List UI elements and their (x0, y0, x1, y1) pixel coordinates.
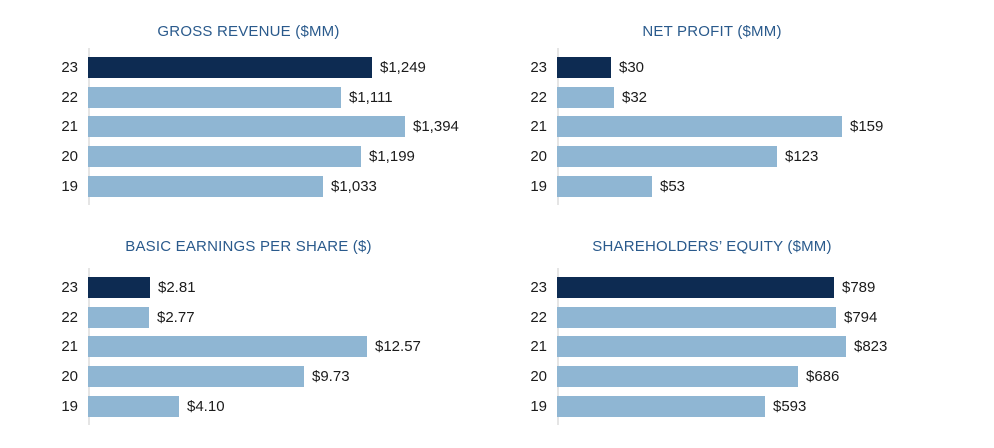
chart-row-19: 19 $53 (497, 171, 994, 201)
year-label: 23 (530, 59, 547, 77)
year-label: 21 (61, 118, 78, 136)
value-label: $1,111 (349, 88, 393, 106)
bar-19 (557, 395, 765, 417)
value-label: $4.10 (187, 397, 225, 415)
chart-title-basic-eps: BASIC EARNINGS PER SHARE ($) (125, 238, 372, 255)
year-label: 21 (61, 338, 78, 356)
year-label: 20 (61, 148, 78, 166)
chart-row-20: 20 $123 (497, 142, 994, 172)
bar-23 (557, 277, 834, 299)
plot-area: 23 $2.81 22 $2.77 21 $12.57 20 $9.73 19 $4.10 (0, 268, 497, 425)
bar-20 (88, 366, 304, 388)
chart-row-20: 20 $1,199 (0, 142, 497, 172)
chart-row-20: 20 $9.73 (0, 362, 497, 392)
value-label: $1,394 (413, 118, 459, 136)
chart-row-22: 22 $32 (497, 83, 994, 113)
year-label: 20 (61, 368, 78, 386)
value-label: $1,249 (380, 59, 426, 77)
chart-row-23: 23 $30 (497, 53, 994, 83)
year-label: 21 (530, 338, 547, 356)
bar-19 (88, 175, 323, 197)
chart-row-22: 22 $2.77 (0, 303, 497, 333)
bar-20 (557, 366, 798, 388)
bar-rows: 23 $30 22 $32 21 $159 20 $123 19 $53 (497, 53, 994, 201)
chart-row-23: 23 $2.81 (0, 273, 497, 303)
value-label: $2.81 (158, 279, 196, 297)
chart-row-23: 23 $789 (497, 273, 994, 303)
year-label: 22 (61, 308, 78, 326)
chart-title-net-profit: NET PROFIT ($MM) (642, 23, 782, 40)
chart-row-20: 20 $686 (497, 362, 994, 392)
year-label: 20 (530, 148, 547, 166)
year-label: 19 (61, 397, 78, 415)
year-label: 19 (61, 177, 78, 195)
value-label: $789 (842, 279, 876, 297)
year-label: 20 (530, 368, 547, 386)
bar-19 (88, 395, 179, 417)
value-label: $686 (806, 368, 840, 386)
bar-22 (88, 86, 341, 108)
year-label: 22 (530, 88, 547, 106)
year-label: 23 (61, 279, 78, 297)
chart-row-19: 19 $1,033 (0, 171, 497, 201)
chart-gross-revenue: GROSS REVENUE ($MM) 23 $1,249 22 $1,111 21 $1… (0, 0, 497, 224)
chart-title-gross-revenue: GROSS REVENUE ($MM) (157, 23, 340, 40)
chart-row-21: 21 $1,394 (0, 112, 497, 142)
value-label: $159 (850, 118, 884, 136)
year-label: 23 (61, 59, 78, 77)
bar-23 (557, 57, 611, 79)
bar-21 (557, 116, 842, 138)
bar-22 (557, 306, 836, 328)
bar-23 (88, 277, 150, 299)
bar-23 (88, 57, 372, 79)
value-label: $32 (622, 88, 648, 106)
bar-21 (88, 336, 367, 358)
bar-20 (557, 146, 777, 168)
value-label: $2.77 (157, 308, 195, 326)
chart-net-profit: NET PROFIT ($MM) 23 $30 22 $32 21 $159 20 $123 1… (497, 0, 994, 224)
bar-20 (88, 146, 361, 168)
value-label: $53 (660, 177, 686, 195)
value-label: $794 (844, 308, 878, 326)
chart-row-19: 19 $593 (497, 391, 994, 421)
bar-rows: 23 $2.81 22 $2.77 21 $12.57 20 $9.73 19 $4.10 (0, 273, 497, 421)
bar-rows: 23 $789 22 $794 21 $823 20 $686 19 $593 (497, 273, 994, 421)
year-label: 19 (530, 397, 547, 415)
bar-rows: 23 $1,249 22 $1,111 21 $1,394 20 $1,199 19 $1,033 (0, 53, 497, 201)
bar-22 (88, 306, 149, 328)
chart-row-21: 21 $12.57 (0, 332, 497, 362)
value-label: $1,199 (369, 148, 415, 166)
chart-shareholders-equity: SHAREHOLDERS’ EQUITY ($MM) 23 $789 22 $794 2… (497, 224, 994, 448)
chart-row-22: 22 $1,111 (0, 83, 497, 113)
value-label: $823 (854, 338, 888, 356)
bar-21 (557, 336, 846, 358)
bar-21 (88, 116, 405, 138)
chart-row-22: 22 $794 (497, 303, 994, 333)
value-label: $9.73 (312, 368, 350, 386)
value-label: $1,033 (331, 177, 377, 195)
chart-row-21: 21 $159 (497, 112, 994, 142)
plot-area: 23 $1,249 22 $1,111 21 $1,394 20 $1,199 19 $1,033 (0, 48, 497, 205)
bar-19 (557, 175, 652, 197)
year-label: 21 (530, 118, 547, 136)
chart-row-19: 19 $4.10 (0, 391, 497, 421)
year-label: 19 (530, 177, 547, 195)
value-label: $123 (785, 148, 819, 166)
plot-area: 23 $789 22 $794 21 $823 20 $686 19 $593 (497, 268, 994, 425)
chart-row-21: 21 $823 (497, 332, 994, 362)
plot-area: 23 $30 22 $32 21 $159 20 $123 19 $53 (497, 48, 994, 205)
chart-basic-eps: BASIC EARNINGS PER SHARE ($) 23 $2.81 22 $2… (0, 224, 497, 448)
value-label: $30 (619, 59, 645, 77)
chart-row-23: 23 $1,249 (0, 53, 497, 83)
value-label: $12.57 (375, 338, 421, 356)
year-label: 22 (61, 88, 78, 106)
value-label: $593 (773, 397, 807, 415)
year-label: 23 (530, 279, 547, 297)
year-label: 22 (530, 308, 547, 326)
chart-title-shareholders-equity: SHAREHOLDERS’ EQUITY ($MM) (592, 238, 832, 255)
bar-22 (557, 86, 614, 108)
